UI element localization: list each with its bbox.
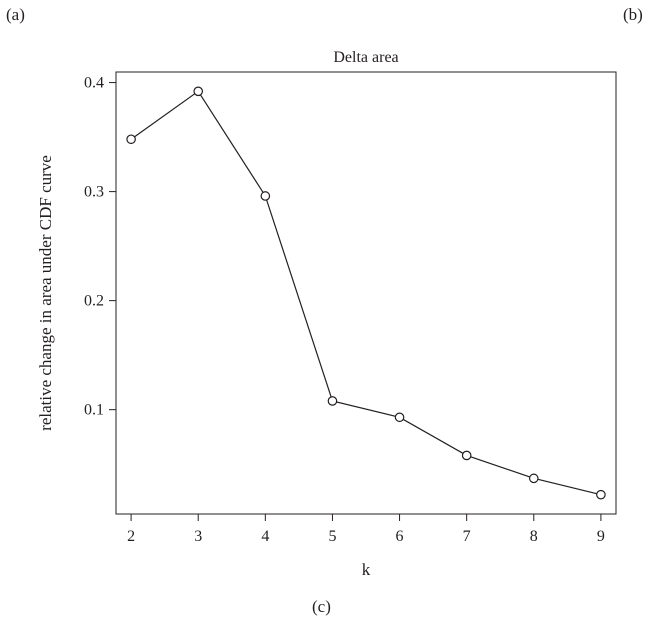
y-tick-label: 0.1 <box>84 402 104 419</box>
x-tick-label: 6 <box>396 528 404 545</box>
panel-label-c: (c) <box>312 597 331 616</box>
chart-title: Delta area <box>333 49 398 66</box>
x-axis-label: k <box>362 560 371 579</box>
x-tick-label: 7 <box>463 528 471 545</box>
y-tick-label: 0.3 <box>84 184 104 201</box>
data-point <box>327 396 338 406</box>
plot-frame <box>115 71 617 515</box>
data-points <box>126 86 606 500</box>
y-tick-label: 0.4 <box>84 75 104 92</box>
x-tick-label: 9 <box>597 528 605 545</box>
panel-label-a: (a) <box>6 5 25 24</box>
x-tick-label: 2 <box>127 528 135 545</box>
series-line <box>130 90 602 496</box>
y-axis-label: relative change in area under CDF curve <box>36 155 55 431</box>
panel-label-b: (b) <box>623 5 643 24</box>
data-point <box>193 86 204 97</box>
y-axis: 0.1 0.2 0.3 0.4 <box>84 75 116 419</box>
data-point <box>260 191 271 201</box>
data-point <box>461 450 472 461</box>
data-point <box>394 412 405 423</box>
x-tick-label: 5 <box>328 528 336 545</box>
x-tick-label: 8 <box>530 528 538 545</box>
data-point <box>126 134 136 145</box>
x-tick-label: 4 <box>261 528 269 545</box>
x-axis: 2 3 4 5 6 7 8 9 <box>127 514 605 545</box>
x-tick-label: 3 <box>194 528 202 545</box>
y-tick-label: 0.2 <box>84 293 104 310</box>
data-point <box>528 473 539 484</box>
data-point <box>596 489 606 500</box>
